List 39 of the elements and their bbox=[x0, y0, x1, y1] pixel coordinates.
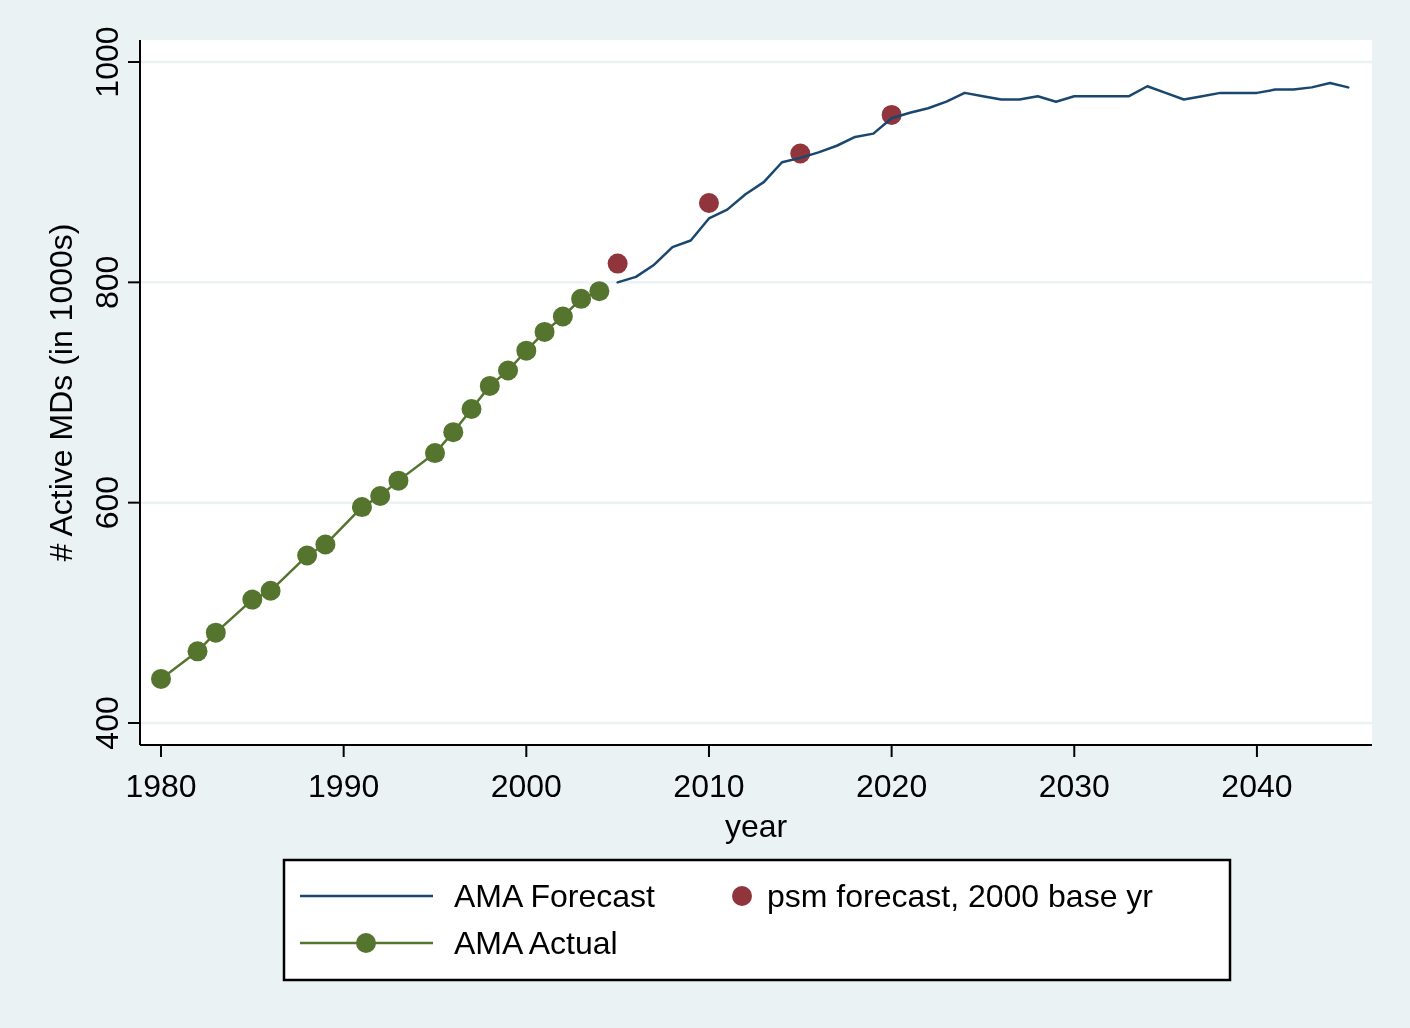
point bbox=[498, 360, 519, 381]
point bbox=[370, 486, 391, 507]
legend-label: psm forecast, 2000 base yr bbox=[767, 878, 1154, 914]
legend-label: AMA Actual bbox=[454, 925, 618, 961]
point bbox=[297, 545, 318, 566]
x-tick-label: 1980 bbox=[125, 768, 197, 804]
point bbox=[351, 497, 372, 518]
point bbox=[424, 443, 445, 464]
x-axis-title: year bbox=[724, 808, 788, 844]
y-tick-label: 800 bbox=[89, 255, 125, 310]
y-tick-label: 400 bbox=[89, 696, 125, 750]
y-axis-title: # Active MDs (in 1000s) bbox=[43, 223, 79, 562]
point bbox=[571, 288, 592, 309]
point bbox=[205, 622, 226, 643]
x-tick-label: 2010 bbox=[673, 768, 745, 804]
x-tick-label: 1990 bbox=[308, 768, 380, 804]
legend-label: AMA Forecast bbox=[454, 878, 656, 914]
point bbox=[607, 253, 628, 274]
point bbox=[242, 589, 263, 610]
point bbox=[589, 281, 610, 302]
point bbox=[260, 580, 281, 601]
y-tick-label: 1000 bbox=[89, 26, 125, 98]
point bbox=[388, 470, 409, 491]
point bbox=[516, 340, 537, 361]
point bbox=[443, 422, 464, 443]
point bbox=[479, 375, 500, 396]
point bbox=[698, 193, 719, 214]
point bbox=[461, 399, 482, 420]
point bbox=[151, 668, 172, 689]
x-tick-label: 2030 bbox=[1038, 768, 1110, 804]
y-tick-label: 600 bbox=[89, 475, 125, 530]
point bbox=[552, 306, 573, 327]
point bbox=[187, 641, 208, 662]
x-tick-label: 2040 bbox=[1221, 768, 1293, 804]
x-tick-label: 2000 bbox=[490, 768, 562, 804]
line-series bbox=[616, 81, 1350, 284]
point bbox=[315, 534, 336, 555]
x-tick-label: 2020 bbox=[856, 768, 928, 804]
point bbox=[534, 321, 555, 342]
